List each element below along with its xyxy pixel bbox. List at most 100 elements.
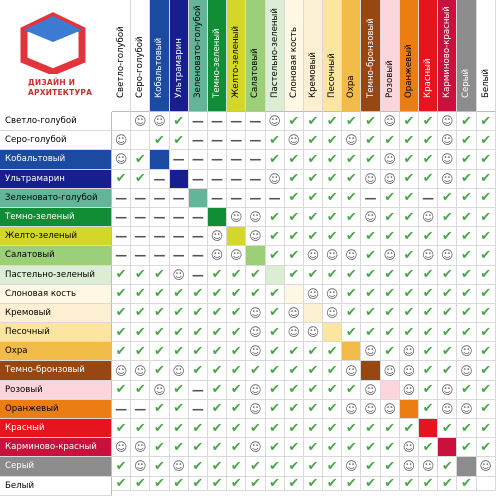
check-icon: ✔ bbox=[131, 342, 151, 362]
column-header-label: Желто-зеленый bbox=[231, 25, 242, 98]
check-icon: ✔ bbox=[246, 476, 266, 491]
smiley-icon: ☺ bbox=[399, 457, 419, 477]
check-icon: ✔ bbox=[342, 112, 362, 132]
column-header: Белый bbox=[476, 0, 496, 112]
check-icon: ✔ bbox=[438, 361, 458, 381]
diagonal-cell bbox=[131, 131, 151, 151]
diagonal-cell bbox=[419, 419, 439, 439]
column-header: Желто-зеленый bbox=[227, 0, 247, 112]
check-icon: ✔ bbox=[303, 342, 324, 362]
check-icon: ✔ bbox=[323, 419, 343, 439]
dash-icon: — bbox=[112, 207, 132, 228]
check-icon: ✔ bbox=[303, 380, 324, 400]
smiley-icon: ☺ bbox=[438, 399, 458, 419]
dash-icon: — bbox=[207, 112, 228, 132]
check-icon: ✔ bbox=[399, 476, 419, 491]
row-label: Темно-зеленый bbox=[0, 207, 112, 228]
column-header-label: Кремовый bbox=[307, 51, 318, 98]
check-icon: ✔ bbox=[342, 419, 362, 439]
column-header: Серый bbox=[457, 0, 477, 112]
check-icon: ✔ bbox=[361, 227, 381, 247]
check-icon: ✔ bbox=[380, 188, 400, 208]
dash-icon: — bbox=[188, 207, 208, 228]
check-icon: ✔ bbox=[112, 323, 132, 343]
check-icon: ✔ bbox=[207, 457, 228, 477]
check-icon: ✔ bbox=[323, 438, 343, 458]
smiley-icon: ☺ bbox=[361, 380, 381, 400]
check-icon: ✔ bbox=[438, 476, 458, 491]
check-icon: ✔ bbox=[303, 361, 324, 381]
check-icon: ✔ bbox=[457, 112, 477, 132]
smiley-icon: ☺ bbox=[361, 169, 381, 189]
check-icon: ✔ bbox=[207, 399, 228, 419]
check-icon: ✔ bbox=[419, 284, 439, 304]
dash-icon: — bbox=[207, 188, 228, 208]
check-icon: ✔ bbox=[457, 131, 477, 151]
check-icon: ✔ bbox=[150, 399, 170, 419]
row-label: Песочный bbox=[0, 323, 112, 343]
smiley-icon: ☺ bbox=[438, 169, 458, 189]
check-icon: ✔ bbox=[457, 380, 477, 400]
smiley-icon: ☺ bbox=[342, 457, 362, 477]
check-icon: ✔ bbox=[188, 361, 208, 381]
check-icon: ✔ bbox=[457, 227, 477, 247]
check-icon: ✔ bbox=[361, 150, 381, 170]
check-icon: ✔ bbox=[112, 169, 132, 189]
check-icon: ✔ bbox=[112, 380, 132, 400]
diagonal-cell bbox=[303, 303, 324, 324]
column-header-label: Кобальтовый bbox=[154, 37, 165, 98]
check-icon: ✔ bbox=[399, 150, 419, 170]
check-icon: ✔ bbox=[380, 438, 400, 458]
row-label: Белый bbox=[0, 476, 112, 496]
row-label: Салатовый bbox=[0, 246, 112, 266]
check-icon: ✔ bbox=[303, 419, 324, 439]
column-header-label: Темно-зеленый bbox=[212, 28, 223, 98]
dash-icon: — bbox=[112, 399, 132, 419]
smiley-icon: ☺ bbox=[284, 323, 304, 343]
check-icon: ✔ bbox=[227, 476, 247, 491]
check-icon: ✔ bbox=[361, 303, 381, 324]
smiley-icon: ☺ bbox=[207, 246, 228, 266]
check-icon: ✔ bbox=[284, 207, 304, 228]
check-icon: ✔ bbox=[476, 112, 496, 132]
check-icon: ✔ bbox=[419, 112, 439, 132]
check-icon: ✔ bbox=[323, 227, 343, 247]
check-icon: ✔ bbox=[323, 188, 343, 208]
smiley-icon: ☺ bbox=[246, 399, 266, 419]
check-icon: ✔ bbox=[323, 207, 343, 228]
check-icon: ✔ bbox=[438, 457, 458, 477]
dash-icon: — bbox=[419, 188, 439, 208]
smiley-icon: ☺ bbox=[419, 246, 439, 266]
check-icon: ✔ bbox=[303, 265, 324, 285]
check-icon: ✔ bbox=[361, 438, 381, 458]
check-icon: ✔ bbox=[476, 361, 496, 381]
check-icon: ✔ bbox=[399, 265, 419, 285]
column-header: Слоновая кость bbox=[284, 0, 304, 112]
column-header-label: Темно-бронзовый bbox=[365, 18, 376, 98]
smiley-icon: ☺ bbox=[284, 303, 304, 324]
check-icon: ✔ bbox=[112, 419, 132, 439]
check-icon: ✔ bbox=[188, 323, 208, 343]
check-icon: ✔ bbox=[284, 476, 304, 491]
smiley-icon: ☺ bbox=[342, 399, 362, 419]
check-icon: ✔ bbox=[131, 476, 151, 491]
check-icon: ✔ bbox=[265, 419, 285, 439]
check-icon: ✔ bbox=[246, 361, 266, 381]
dash-icon: — bbox=[361, 188, 381, 208]
column-header-label: Песочный bbox=[327, 53, 338, 98]
check-icon: ✔ bbox=[419, 476, 439, 491]
check-icon: ✔ bbox=[303, 399, 324, 419]
column-header-label: Зеленовато-голубой bbox=[192, 5, 203, 98]
row-label: Розовый bbox=[0, 380, 112, 400]
check-icon: ✔ bbox=[342, 227, 362, 247]
check-icon: ✔ bbox=[265, 227, 285, 247]
check-icon: ✔ bbox=[438, 323, 458, 343]
compatibility-grid: Светло-голубой Серо-голубой Кобальтовый Уль… bbox=[112, 0, 496, 491]
smiley-icon: ☺ bbox=[246, 438, 266, 458]
check-icon: ✔ bbox=[380, 303, 400, 324]
check-icon: ✔ bbox=[476, 207, 496, 228]
smiley-icon: ☺ bbox=[399, 380, 419, 400]
check-icon: ✔ bbox=[131, 265, 151, 285]
dash-icon: — bbox=[169, 150, 189, 170]
column-header-label: Ультрамарин bbox=[173, 38, 184, 98]
